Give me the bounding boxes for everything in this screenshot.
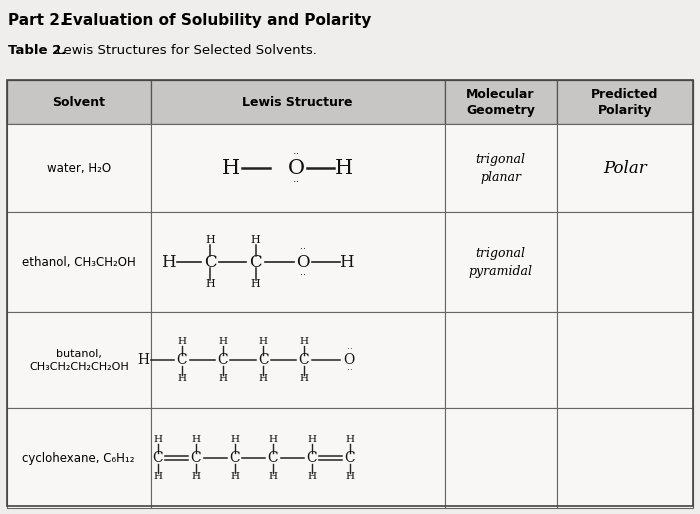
Text: Evaluation of Solubility and Polarity: Evaluation of Solubility and Polarity bbox=[52, 13, 371, 28]
Text: H: H bbox=[192, 435, 200, 444]
Text: C: C bbox=[204, 253, 216, 270]
Text: H: H bbox=[300, 337, 308, 346]
Text: C: C bbox=[306, 451, 317, 465]
Text: C: C bbox=[176, 353, 188, 367]
Text: ethanol, CH₃CH₂OH: ethanol, CH₃CH₂OH bbox=[22, 255, 136, 268]
Text: ··: ·· bbox=[293, 149, 300, 159]
Text: C: C bbox=[298, 353, 309, 367]
Text: C: C bbox=[190, 451, 202, 465]
Text: H: H bbox=[192, 472, 200, 481]
Text: H: H bbox=[259, 374, 267, 383]
Text: H: H bbox=[300, 374, 308, 383]
Text: O: O bbox=[296, 253, 310, 270]
Text: H: H bbox=[205, 235, 215, 246]
Text: H: H bbox=[222, 159, 240, 178]
Text: ··: ·· bbox=[347, 345, 353, 354]
Text: O: O bbox=[343, 353, 354, 367]
Text: H: H bbox=[346, 472, 354, 481]
Text: Table 2.: Table 2. bbox=[8, 44, 66, 57]
Text: H: H bbox=[307, 472, 316, 481]
Text: H: H bbox=[340, 253, 354, 270]
Text: H: H bbox=[346, 435, 354, 444]
Text: H: H bbox=[218, 374, 227, 383]
Text: ··: ·· bbox=[347, 366, 353, 375]
Text: Solvent: Solvent bbox=[52, 96, 105, 108]
Text: ··: ·· bbox=[300, 270, 306, 280]
Text: H: H bbox=[205, 279, 215, 289]
Text: water, H₂O: water, H₂O bbox=[47, 162, 111, 175]
Text: trigonal
planar: trigonal planar bbox=[475, 153, 526, 183]
Text: C: C bbox=[258, 353, 269, 367]
Text: Polar: Polar bbox=[603, 160, 647, 177]
Text: O: O bbox=[288, 159, 305, 178]
Text: H: H bbox=[178, 337, 186, 346]
Text: H: H bbox=[230, 435, 239, 444]
Text: H: H bbox=[269, 472, 277, 481]
Text: C: C bbox=[249, 253, 262, 270]
Text: C: C bbox=[152, 451, 163, 465]
Text: Predicted
Polarity: Predicted Polarity bbox=[591, 87, 659, 117]
Text: trigonal
pyramidal: trigonal pyramidal bbox=[468, 247, 533, 278]
Text: C: C bbox=[267, 451, 279, 465]
Text: H: H bbox=[218, 337, 227, 346]
Text: H: H bbox=[251, 279, 260, 289]
Text: Lewis Structures for Selected Solvents.: Lewis Structures for Selected Solvents. bbox=[48, 44, 317, 57]
Text: C: C bbox=[217, 353, 228, 367]
Text: H: H bbox=[335, 159, 353, 178]
Text: H: H bbox=[259, 337, 267, 346]
Text: butanol,
CH₃CH₂CH₂CH₂OH: butanol, CH₃CH₂CH₂CH₂OH bbox=[29, 348, 129, 372]
Text: ··: ·· bbox=[293, 177, 300, 188]
Text: ··: ·· bbox=[300, 244, 306, 254]
Text: H: H bbox=[307, 435, 316, 444]
Text: H: H bbox=[251, 235, 260, 246]
Text: Lewis Structure: Lewis Structure bbox=[242, 96, 353, 108]
Text: H: H bbox=[153, 435, 162, 444]
Text: C: C bbox=[229, 451, 240, 465]
Text: H: H bbox=[269, 435, 277, 444]
Text: Part 2.: Part 2. bbox=[8, 13, 66, 28]
Text: H: H bbox=[161, 253, 175, 270]
Text: H: H bbox=[137, 353, 150, 367]
Text: H: H bbox=[153, 472, 162, 481]
Text: C: C bbox=[344, 451, 356, 465]
Text: cyclohexane, C₆H₁₂: cyclohexane, C₆H₁₂ bbox=[22, 452, 135, 465]
Text: H: H bbox=[230, 472, 239, 481]
Text: H: H bbox=[178, 374, 186, 383]
Text: Molecular
Geometry: Molecular Geometry bbox=[466, 87, 535, 117]
